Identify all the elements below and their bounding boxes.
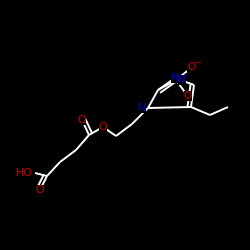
Text: N: N	[138, 103, 146, 113]
Text: N: N	[178, 75, 186, 85]
Text: O: O	[184, 91, 192, 101]
Text: −: −	[194, 58, 202, 68]
Text: N: N	[171, 73, 179, 83]
Text: O: O	[187, 62, 195, 72]
Text: +: +	[181, 73, 187, 79]
Text: O: O	[98, 122, 108, 132]
Text: O: O	[78, 115, 86, 125]
Text: O: O	[36, 185, 44, 195]
Text: HO: HO	[16, 168, 33, 178]
